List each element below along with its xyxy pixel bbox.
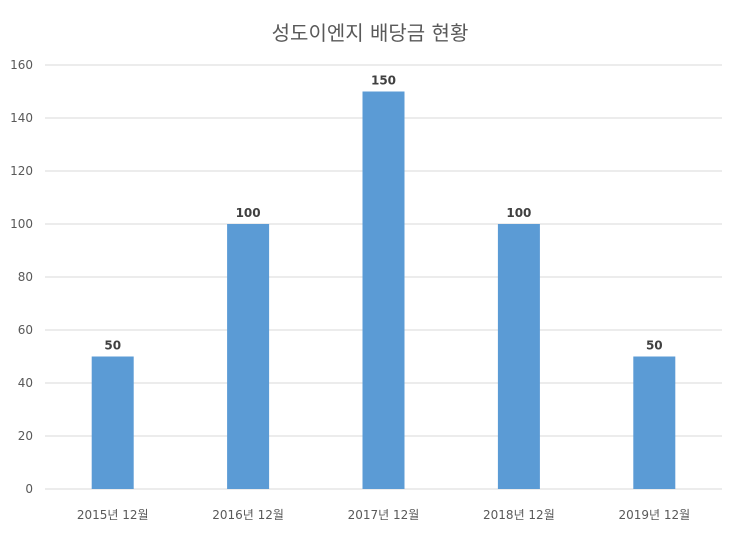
data-labels: 50 100 150 100 50	[104, 74, 662, 353]
y-tick-label: 0	[25, 482, 33, 496]
bar	[227, 224, 270, 489]
bar	[497, 224, 540, 489]
y-tick-label: 40	[18, 376, 33, 390]
data-label: 100	[506, 206, 531, 220]
x-tick-label: 2016년 12월	[212, 508, 284, 522]
bars	[91, 91, 676, 489]
data-label: 150	[371, 74, 396, 88]
x-axis-ticks: 2015년 12월 2016년 12월 2017년 12월 2018년 12월 2019…	[77, 508, 690, 522]
y-tick-label: 140	[10, 111, 33, 125]
bar	[633, 356, 676, 489]
y-tick-label: 20	[18, 429, 33, 443]
data-label: 50	[646, 339, 663, 353]
y-tick-label: 160	[10, 58, 33, 72]
data-label: 50	[104, 339, 121, 353]
bar	[91, 356, 134, 489]
x-tick-label: 2018년 12월	[483, 508, 555, 522]
x-tick-label: 2019년 12월	[618, 508, 690, 522]
x-tick-label: 2017년 12월	[348, 508, 420, 522]
x-tick-label: 2015년 12월	[77, 508, 149, 522]
y-tick-label: 80	[18, 270, 33, 284]
y-tick-label: 120	[10, 164, 33, 178]
y-tick-label: 60	[18, 323, 33, 337]
y-axis-ticks: 0 20 40 60 80 100 120 140 160	[10, 58, 33, 496]
chart-title: 성도이엔지 배당금 현황	[272, 21, 469, 45]
bar	[362, 91, 405, 489]
y-tick-label: 100	[10, 217, 33, 231]
data-label: 100	[236, 206, 261, 220]
